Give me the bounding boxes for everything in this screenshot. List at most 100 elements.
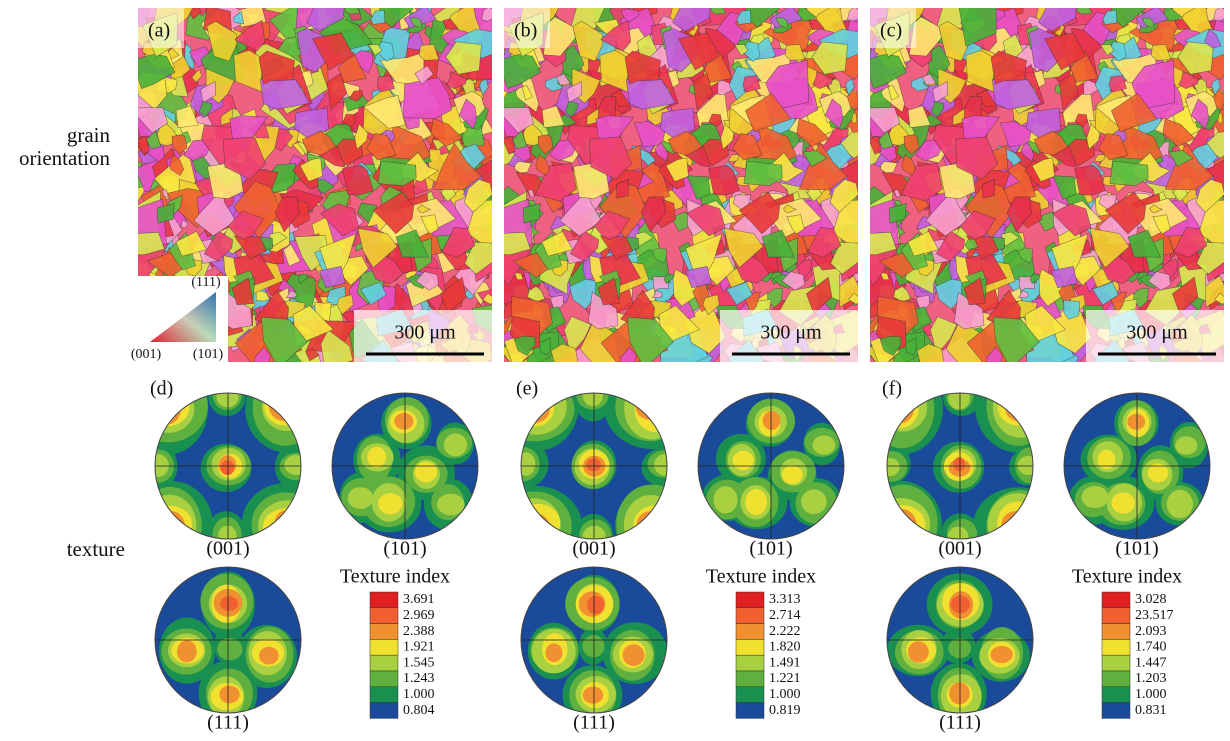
legend-value: 2.093 — [1135, 624, 1167, 639]
pole-contour — [216, 387, 238, 408]
legend-value: 2.222 — [769, 624, 801, 639]
pole-contour — [517, 452, 536, 475]
legend-value: 0.804 — [403, 703, 435, 718]
legend-swatch — [370, 639, 398, 655]
legend-swatch — [736, 655, 764, 671]
legend-value: 2.969 — [403, 608, 435, 623]
panel-label: (f) — [882, 378, 902, 400]
legend-value: 1.447 — [1135, 655, 1167, 670]
pole-contour — [1018, 456, 1040, 475]
panel-label: (a) — [148, 20, 170, 42]
legend-value: 1.820 — [769, 640, 801, 655]
legend-value: 1.740 — [1135, 640, 1167, 655]
pole-figure — [155, 567, 301, 726]
pole-contour — [636, 395, 667, 420]
legend-swatch — [1102, 655, 1130, 671]
pole-contour — [514, 504, 560, 542]
pole-contour — [1111, 492, 1135, 513]
page: {"row_labels": {"grain_orientation": ["g… — [0, 0, 1230, 741]
pole-figure — [698, 393, 844, 539]
pole-label: (101) — [1115, 538, 1158, 560]
pole-contour — [801, 489, 826, 514]
legend-value: 1.243 — [403, 671, 435, 686]
ipf-corner: (111) — [191, 275, 221, 290]
pole-contour — [145, 505, 192, 541]
pole-contour — [624, 495, 678, 554]
pole-label: (101) — [749, 538, 792, 560]
legend-value: 1.491 — [769, 655, 801, 670]
legend-swatch — [370, 608, 398, 624]
pole-contour — [523, 513, 550, 538]
legend-swatch — [1102, 639, 1130, 655]
legend-swatch — [370, 687, 398, 703]
grain — [551, 344, 578, 375]
pole-contour — [623, 644, 645, 666]
legend-value: 2.714 — [769, 608, 801, 623]
pole-contour — [378, 493, 402, 514]
scale-bar-label: 300 μm — [1126, 322, 1188, 344]
legend-swatch — [370, 703, 398, 719]
legend-value: 3.313 — [769, 592, 801, 607]
pole-label: (001) — [572, 538, 615, 560]
legend-swatch — [736, 671, 764, 687]
pole-contour — [1005, 395, 1034, 421]
pole-contour — [583, 384, 603, 407]
legend-swatch — [370, 671, 398, 687]
legend-value: 1.000 — [769, 687, 801, 702]
pole-contour — [437, 494, 465, 516]
pole-contour — [259, 647, 279, 665]
pole-figure — [1064, 393, 1210, 539]
pole-contour — [219, 686, 239, 704]
legend-swatch — [370, 624, 398, 640]
pole-contour — [269, 392, 300, 421]
grain — [917, 344, 944, 375]
pole-contour — [948, 387, 970, 409]
pole-label: (001) — [206, 538, 249, 560]
panel-label: (d) — [150, 378, 173, 400]
legend-swatch — [1102, 703, 1130, 719]
pole-contour — [1167, 490, 1193, 518]
legend-swatch — [736, 608, 764, 624]
legend-value: 1.221 — [769, 671, 801, 686]
legend-value: 0.819 — [769, 703, 801, 718]
pole-label: (101) — [383, 538, 426, 560]
pole-contour — [879, 458, 899, 476]
pole-contour — [415, 462, 437, 483]
pole-contour — [394, 413, 413, 430]
pole-contour — [812, 435, 835, 454]
pole-contour — [948, 638, 971, 658]
pole-contour — [217, 638, 242, 660]
pole-contour — [908, 641, 929, 662]
pole-contour — [1081, 486, 1108, 508]
pole-contour — [763, 411, 781, 430]
legend-title: Texture index — [706, 566, 816, 588]
ipf-corner: (101) — [193, 347, 224, 362]
legend-value: 0.831 — [1135, 703, 1167, 718]
panel-label: (e) — [516, 378, 538, 400]
pole-contour — [782, 466, 803, 485]
legend-swatch — [1102, 592, 1130, 608]
pole-figure — [887, 567, 1033, 724]
legend-value: 1.921 — [403, 640, 435, 655]
pole-label: (111) — [207, 712, 249, 734]
pole-contour — [582, 635, 604, 657]
pole-label: (001) — [938, 538, 981, 560]
legend-swatch — [736, 687, 764, 703]
pole-contour — [1002, 511, 1032, 536]
pole-contour — [583, 687, 603, 704]
pole-contour — [990, 646, 1012, 663]
pole-contour — [953, 457, 965, 471]
pole-label: (111) — [939, 712, 981, 734]
pole-contour — [949, 682, 970, 704]
legend-value: 1.000 — [1135, 687, 1167, 702]
legend-value: 3.028 — [1135, 592, 1167, 607]
pole-contour — [733, 451, 754, 470]
scale-bar-label: 300 μm — [760, 322, 822, 344]
pole-label: (111) — [573, 712, 615, 734]
legend-swatch — [1102, 671, 1130, 687]
pole-contour — [274, 510, 298, 539]
pole-contour — [637, 511, 668, 536]
pole-contour — [586, 458, 601, 471]
pole-contour — [587, 596, 604, 614]
legend-swatch — [1102, 624, 1130, 640]
